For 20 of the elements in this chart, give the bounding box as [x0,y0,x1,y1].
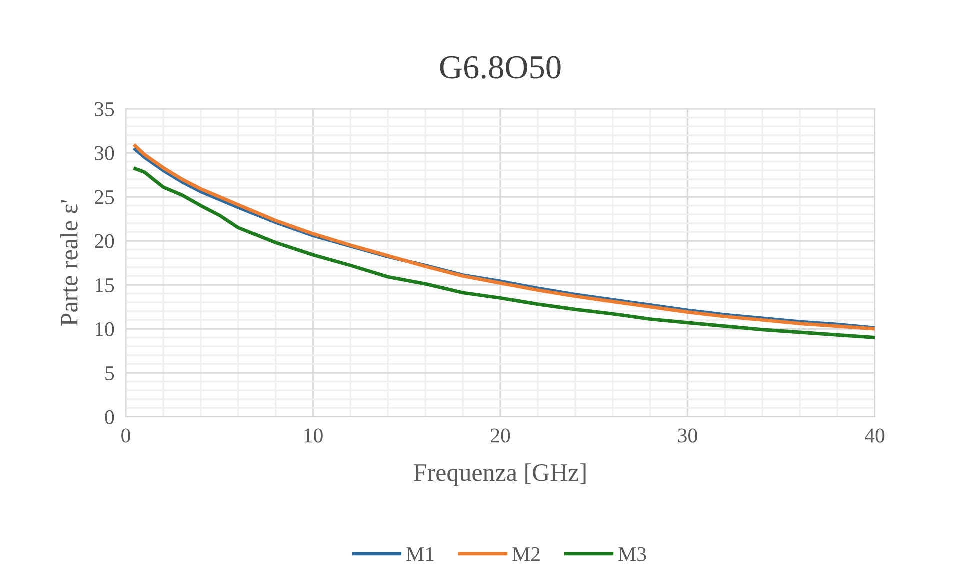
x-tick-label: 10 [304,428,323,443]
legend-label: M1 [406,547,434,562]
legend-label: M2 [512,547,540,562]
y-tick-label: 0 [105,410,114,424]
line-series [134,167,875,340]
y-tick-label: 20 [94,234,114,248]
y-tick-label: 35 [95,102,114,116]
y-tick-label: 10 [96,322,114,336]
y-tick-label: 25 [94,190,114,204]
chart-title: G6.8O50 [440,56,561,79]
x-axis-title: Frequenza [GHz] [414,464,586,486]
y-tick-label: 30 [95,146,114,160]
y-tick-label: 5 [106,366,114,380]
x-tick-label: 40 [864,428,885,443]
y-tick-label: 15 [96,278,114,292]
x-tick-label: 20 [491,428,510,443]
x-tick-label: 0 [122,428,130,443]
x-tick-label: 30 [678,428,698,443]
legend-label: M3 [618,547,646,562]
y-axis-title: Parte reale ε' [60,200,78,326]
